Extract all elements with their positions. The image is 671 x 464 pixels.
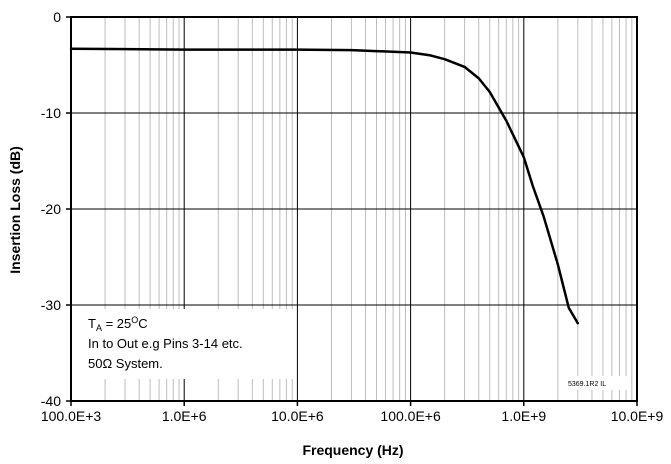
annotation-line-2: In to Out e.g Pins 3-14 etc. <box>88 336 243 351</box>
x-tick-label: 10.0E+6 <box>271 408 324 424</box>
y-tick-label: -10 <box>41 105 61 121</box>
chart-footnote: 5369.1R2 IL <box>568 381 606 388</box>
x-tick-labels: 100.0E+3 1.0E+6 10.0E+6 100.0E+6 1.0E+9 10.0E… <box>41 408 664 424</box>
y-axis-label: Insertion Loss (dB) <box>7 146 23 274</box>
annotation-line-3: 50Ω System. <box>88 356 163 371</box>
x-tick-label: 10.0E+9 <box>611 408 664 424</box>
annotation-box: TA = 25OC In to Out e.g Pins 3-14 etc. 5… <box>80 309 295 379</box>
y-tick-label: -40 <box>41 393 61 409</box>
annotation-background <box>80 309 295 379</box>
x-tick-label: 1.0E+6 <box>162 408 207 424</box>
footnote-background <box>560 376 630 390</box>
axis-ticks <box>66 16 638 406</box>
y-tick-labels: 0 -10 -20 -30 -40 <box>41 9 61 409</box>
y-tick-label: 0 <box>53 9 61 25</box>
y-tick-label: -20 <box>41 201 61 217</box>
x-axis-label: Frequency (Hz) <box>302 442 403 458</box>
series-line <box>69 47 580 325</box>
y-tick-label: -30 <box>41 297 61 313</box>
annotation-line-1: TA = 25OC <box>88 315 148 333</box>
x-tick-label: 1.0E+9 <box>501 408 546 424</box>
x-tick-label: 100.0E+3 <box>41 408 102 424</box>
x-tick-label: 100.0E+6 <box>380 408 441 424</box>
